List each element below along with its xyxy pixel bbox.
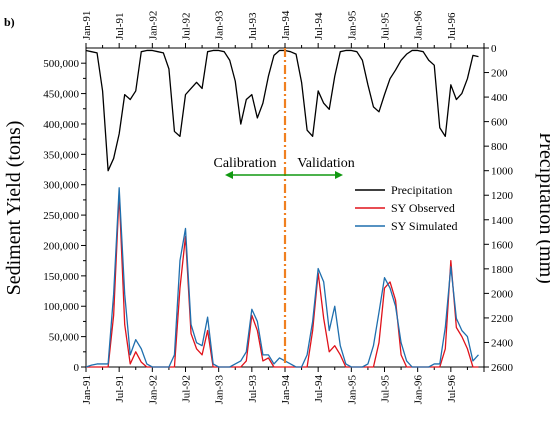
x-tick-label-bottom: Jan-96 [413,375,425,405]
legend-label: SY Observed [391,201,455,215]
y-tick-label: 400,000 [43,119,79,131]
arrow-head-right [335,171,343,179]
y2-tick-label: 200 [491,68,508,80]
y-tick-label: 100,000 [43,301,79,313]
x-tick-label-top: Jul-96 [446,12,458,40]
series-line-sy-simulated [85,187,479,368]
x-tick-label-bottom: Jul-94 [313,375,325,403]
x-tick-label-top: Jan-91 [81,11,93,40]
x-tick-label-top: Jul-92 [181,13,193,41]
y2-tick-label: 1200 [491,190,514,202]
y-tick-label: 150,000 [43,271,79,283]
x-tick-label-top: Jan-92 [147,11,159,40]
y-tick-label: 300,000 [43,180,79,192]
y-tick-label: 350,000 [43,149,79,161]
y-tick-label: 200,000 [43,240,79,252]
y2-axis-label: Precipitation (mm) [535,132,550,284]
x-tick-label-top: Jan-96 [413,10,425,40]
x-tick-label-bottom: Jan-94 [280,375,292,405]
x-tick-label-top: Jan-93 [214,10,226,40]
annotation-validation: Validation [297,156,355,171]
y2-tick-label: 1400 [491,215,514,227]
x-tick-label-bottom: Jan-93 [214,375,226,405]
annotation-calibration: Calibration [214,156,277,171]
x-tick-label-bottom: Jan-92 [147,375,159,404]
y2-tick-label: 2600 [491,362,514,374]
y-tick-label: 50,000 [49,332,80,344]
y2-tick-label: 400 [491,92,508,104]
x-tick-label-top: Jul-94 [313,12,325,40]
x-tick-label-bottom: Jan-95 [346,375,358,405]
y2-tick-label: 2400 [491,337,514,349]
x-tick-label-bottom: Jul-93 [247,375,259,403]
panel-label: b) [4,15,15,29]
y2-tick-label: 0 [491,43,497,55]
y2-tick-label: 1000 [491,166,514,178]
y2-tick-label: 800 [491,141,508,153]
x-tick-label-top: Jan-95 [346,10,358,40]
y2-tick-label: 2000 [491,288,514,300]
y-tick-label: 450,000 [43,89,79,101]
x-tick-label-bottom: Jul-91 [114,375,126,403]
x-tick-label-bottom: Jul-96 [446,375,458,403]
legend-label: Precipitation [391,183,452,197]
y2-tick-label: 1800 [491,264,514,276]
y2-tick-label: 1600 [491,239,514,251]
x-tick-label-top: Jul-93 [247,12,259,40]
y2-tick-label: 600 [491,117,508,129]
y-axis-label: Sediment Yield (tons) [3,121,25,296]
x-tick-label-top: Jan-94 [280,10,292,40]
x-tick-label-bottom: Jul-92 [181,375,193,403]
plot-layer: Jan-91 Jan-91 Jul-91 Jul-91 Jan-92 Jan-92 Jul-… [43,10,513,404]
arrow-head-left [225,171,233,179]
x-tick-label-top: Jul-91 [114,13,126,41]
x-tick-label-top: Jul-95 [380,12,392,40]
x-tick-label-bottom: Jul-95 [380,375,392,403]
y-tick-label: 500,000 [43,58,79,70]
series-line-precipitation [85,49,479,172]
y-tick-label: 250,000 [43,210,79,222]
y2-tick-label: 2200 [491,313,514,325]
x-tick-label-bottom: Jan-91 [81,375,93,404]
legend-label: SY Simulated [391,219,458,233]
y-tick-label: 0 [74,362,80,374]
